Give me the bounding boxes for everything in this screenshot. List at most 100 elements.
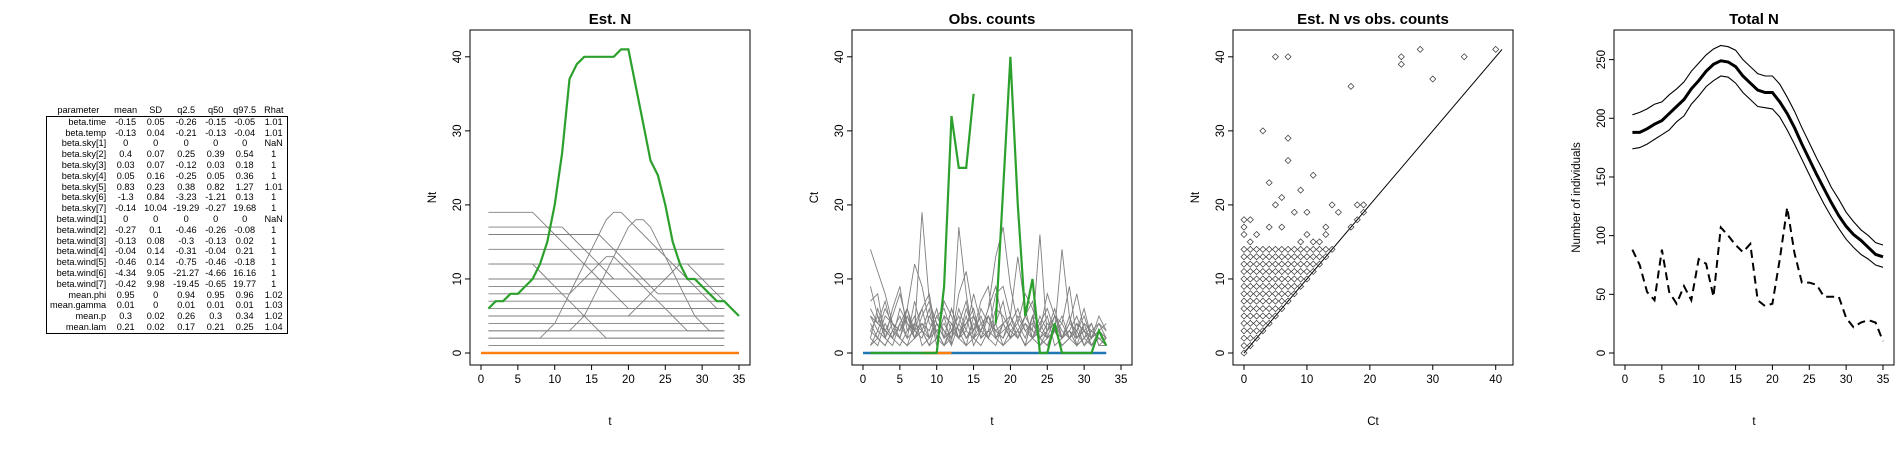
scatter-point bbox=[1265, 268, 1273, 276]
y-tick-label: 10 bbox=[1215, 273, 1227, 286]
scatter-point bbox=[1278, 290, 1286, 298]
scatter-point bbox=[1265, 275, 1273, 283]
value-cell: -19.45 bbox=[173, 278, 200, 289]
scatter-point bbox=[1271, 275, 1279, 283]
scatter-point bbox=[1246, 319, 1254, 327]
scatter-point bbox=[1240, 305, 1248, 313]
parameter-name-cell: beta.wind[2] bbox=[56, 224, 107, 235]
value-cell: 0 bbox=[183, 213, 189, 224]
column-header: q2.5 bbox=[177, 105, 196, 115]
table-row: beta.sky[4] 0.05 0.16 -0.25 0.05 0.36 1 bbox=[47, 171, 288, 182]
x-tick-label: 40 bbox=[1489, 374, 1502, 386]
scatter-point bbox=[1271, 297, 1279, 305]
scatter-point bbox=[1271, 312, 1279, 320]
scatter-point bbox=[1429, 75, 1437, 83]
value-cell: 0.18 bbox=[235, 159, 254, 170]
identity-line bbox=[1243, 49, 1503, 354]
value-cell: 0 bbox=[153, 138, 159, 149]
parameter-name-cell: beta.sky[5] bbox=[61, 181, 107, 192]
scatter-point bbox=[1246, 327, 1254, 335]
y-tick-label: 200 bbox=[1596, 109, 1608, 128]
scatter-point bbox=[1278, 245, 1286, 253]
value-cell: 0.4 bbox=[119, 149, 133, 160]
scatter-point bbox=[1297, 275, 1305, 283]
parameter-name-cell: beta.wind[4] bbox=[56, 246, 107, 257]
x-tick-label: 10 bbox=[1692, 374, 1705, 386]
table-row: beta.sky[1] 0 0 0 0 0 NaN bbox=[47, 138, 288, 149]
x-tick-label: 20 bbox=[622, 374, 635, 386]
scatter-point bbox=[1284, 156, 1292, 164]
value-cell: 0 bbox=[213, 213, 219, 224]
scatter-point bbox=[1246, 297, 1254, 305]
value-cell: 0.16 bbox=[146, 170, 165, 181]
value-cell: 0 bbox=[123, 213, 129, 224]
value-cell: 0 bbox=[242, 213, 248, 224]
scatter-point bbox=[1240, 349, 1248, 357]
parameter-name-cell: beta.time bbox=[68, 116, 107, 127]
total-n-thin-line bbox=[1632, 44, 1884, 246]
table-row: beta.sky[5] 0.83 0.23 0.38 0.82 1.27 1.01 bbox=[47, 182, 288, 193]
value-cell: 16.16 bbox=[233, 267, 257, 278]
value-cell: NaN bbox=[264, 213, 283, 224]
value-cell: -0.65 bbox=[205, 278, 227, 289]
column-header: parameter bbox=[57, 105, 100, 115]
site-series-line bbox=[488, 256, 725, 332]
table-row: beta.temp -0.13 0.04 -0.21 -0.13 -0.04 1.01 bbox=[47, 128, 288, 139]
parameter-name-cell: beta.wind[3] bbox=[56, 235, 107, 246]
y-tick-label: 40 bbox=[1215, 50, 1227, 63]
plot-frame bbox=[1232, 29, 1514, 366]
scatter-point bbox=[1253, 319, 1261, 327]
scatter-point bbox=[1492, 45, 1500, 53]
y-axis-label: Nt bbox=[1190, 191, 1202, 203]
value-cell: 0.3 bbox=[209, 311, 223, 322]
table-row: beta.wind[6] -4.34 9.05 -21.27 -4.66 16.16 1 bbox=[47, 268, 288, 279]
y-tick-label: 50 bbox=[1596, 288, 1608, 301]
scatter-point bbox=[1290, 253, 1298, 261]
scatter-point bbox=[1246, 275, 1254, 283]
scatter-point bbox=[1271, 201, 1279, 209]
scatter-point bbox=[1322, 245, 1330, 253]
y-tick-label: 0 bbox=[1596, 350, 1608, 356]
scatter-point bbox=[1309, 238, 1317, 246]
value-cell: 19.77 bbox=[233, 278, 257, 289]
scatter-point bbox=[1246, 342, 1254, 350]
scatter-point bbox=[1240, 216, 1248, 224]
y-tick-label: 40 bbox=[452, 50, 464, 63]
y-tick-label: 30 bbox=[1215, 124, 1227, 137]
site-count-line bbox=[869, 212, 1107, 347]
value-cell: 0.13 bbox=[235, 192, 254, 203]
x-axis-label: Ct bbox=[1367, 416, 1379, 428]
scatter-point bbox=[1309, 260, 1317, 268]
scatter-point bbox=[1246, 334, 1254, 342]
scatter-point bbox=[1271, 53, 1279, 61]
scatter-point bbox=[1253, 231, 1261, 239]
table-row: beta.time -0.15 0.05 -0.26 -0.15 -0.05 1.01 bbox=[47, 116, 288, 127]
scatter-point bbox=[1284, 268, 1292, 276]
x-tick-label: 5 bbox=[1659, 374, 1665, 386]
x-tick-label: 10 bbox=[548, 374, 561, 386]
scatter-point bbox=[1297, 268, 1305, 276]
parameter-name-cell: mean.gamma bbox=[50, 300, 107, 311]
scatter-point bbox=[1284, 134, 1292, 142]
scatter-point bbox=[1240, 282, 1248, 290]
scatter-point bbox=[1259, 305, 1267, 313]
table-row: mean.p 0.3 0.02 0.26 0.3 0.34 1.02 bbox=[47, 311, 288, 322]
scatter-point bbox=[1246, 268, 1254, 276]
scatter-point bbox=[1290, 268, 1298, 276]
total-n-chart: Total N 0 5 10 15 20 25 30 35 0 50 100 150 200 250 t Num… bbox=[1571, 11, 1895, 428]
scatter-point bbox=[1284, 53, 1292, 61]
y-tick-label: 30 bbox=[452, 124, 464, 137]
scatter-point bbox=[1334, 208, 1342, 216]
value-cell: 0.05 bbox=[116, 170, 135, 181]
x-tick-label: 30 bbox=[1426, 374, 1439, 386]
x-tick-label: 35 bbox=[1877, 374, 1890, 386]
x-tick-label: 35 bbox=[733, 374, 746, 386]
scatter-point bbox=[1253, 268, 1261, 276]
x-tick-label: 0 bbox=[1622, 374, 1628, 386]
scatter-point bbox=[1278, 223, 1286, 231]
scatter-point bbox=[1297, 253, 1305, 261]
value-cell: 0 bbox=[153, 213, 159, 224]
value-cell: 0.34 bbox=[235, 311, 254, 322]
value-cell: 0 bbox=[242, 138, 248, 149]
value-cell: -0.42 bbox=[115, 278, 137, 289]
